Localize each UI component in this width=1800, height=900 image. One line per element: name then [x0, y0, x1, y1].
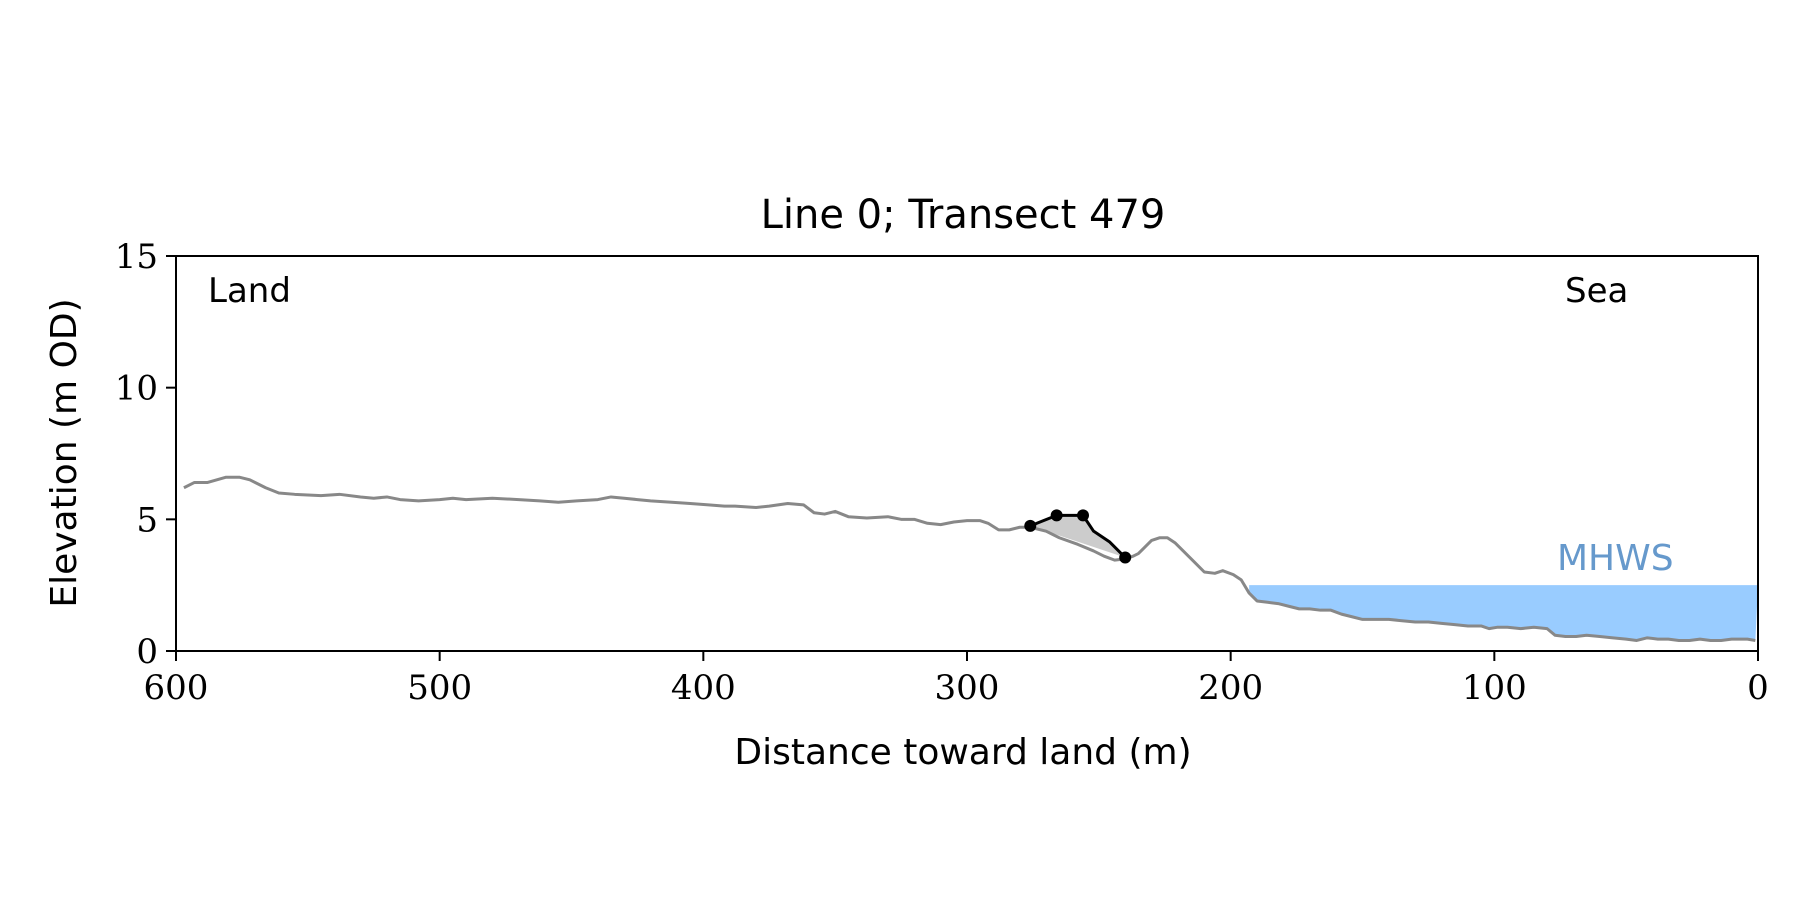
y-tick-label: 0	[136, 632, 158, 672]
x-tick-label: 300	[935, 668, 1000, 708]
feature-point-3	[1077, 509, 1090, 522]
mhws-label: MHWS	[1557, 538, 1674, 579]
feature-point-1	[1024, 519, 1037, 532]
feature-layer	[1024, 509, 1132, 564]
land-annotation: Land	[208, 271, 291, 311]
y-axis: 0 5 10 15	[115, 237, 176, 672]
y-tick-label: 5	[136, 500, 158, 540]
y-axis-label: Elevation (m OD)	[44, 298, 85, 607]
x-tick-label: 200	[1198, 668, 1263, 708]
feature-point-4	[1119, 551, 1132, 564]
feature-fill-layer	[1030, 515, 1126, 558]
x-tick-label: 400	[671, 668, 736, 708]
y-tick-label: 10	[115, 369, 158, 409]
sea-annotation: Sea	[1565, 271, 1628, 311]
plot-area	[175, 255, 1759, 652]
x-tick-label: 500	[407, 668, 472, 708]
x-tick-label: 600	[144, 668, 209, 708]
x-axis-label: Distance toward land (m)	[734, 732, 1191, 773]
y-tick-label: 15	[115, 237, 158, 277]
x-tick-label: 0	[1747, 668, 1769, 708]
x-tick-label: 100	[1462, 668, 1527, 708]
water-layer	[1249, 585, 1758, 641]
feature-point-2	[1050, 509, 1063, 522]
chart-title: Line 0; Transect 479	[761, 192, 1166, 238]
x-axis: 600 500 400 300 200 100 0	[144, 651, 1769, 708]
feature-shaded-area	[1030, 515, 1126, 558]
mhws-water-area	[1249, 585, 1758, 641]
